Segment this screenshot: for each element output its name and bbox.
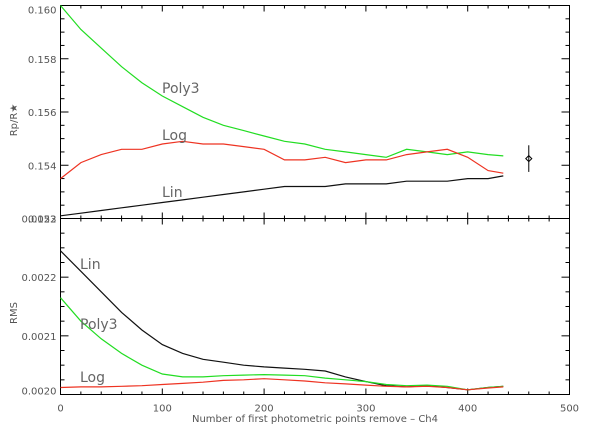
y-tick-label: 0.0023 — [22, 215, 57, 226]
y-axis-title-top: Rp/R★ — [9, 104, 20, 137]
y-tick-label: 0.0022 — [22, 273, 57, 284]
top-panel-series-labels: Poly3 Log Lin — [162, 81, 200, 201]
top-series-line-lin — [60, 175, 504, 217]
x-tick-label: 0 — [57, 404, 63, 415]
series-label-poly3: Poly3 — [162, 81, 200, 97]
bottom-panel-frame — [60, 218, 570, 395]
x-tick-label: 500 — [560, 404, 579, 415]
x-tick-label: 300 — [356, 404, 375, 415]
bottom-series-line-lin — [60, 250, 504, 391]
y-tick-label: 0.156 — [28, 108, 57, 119]
top-series-line-poly3 — [60, 5, 504, 158]
y-tick-label: 0.154 — [28, 161, 57, 172]
top-panel-ticks: 0.152 0.154 0.156 0.158 0.160 — [28, 5, 570, 226]
series-label-log: Log — [162, 128, 187, 144]
x-tick-label: 200 — [255, 404, 274, 415]
y-axis-title-bottom: RMS — [9, 302, 20, 324]
series-label-lin: Lin — [162, 185, 183, 201]
x-axis-title: Number of first photometric points remov… — [192, 414, 438, 425]
bottom-panel: 0 100 200 300 400 500 0.0020 0.0021 0.0022 0.0023… — [9, 215, 579, 426]
top-series-line-log — [60, 140, 504, 180]
y-tick-label: 0.0021 — [22, 332, 57, 343]
y-tick-label: 0.160 — [28, 6, 57, 17]
y-tick-label: 0.0020 — [22, 387, 57, 398]
y-tick-label: 0.152 — [28, 215, 57, 226]
bottom-panel-ticks: 0 100 200 300 400 500 0.0020 0.0021 0.0022 0.0023 — [22, 215, 580, 415]
bottom-series-line-poly3 — [60, 297, 504, 391]
x-tick-label: 100 — [153, 404, 172, 415]
bottom-panel-series — [60, 250, 504, 391]
top-panel-series — [60, 5, 504, 217]
reference-marker — [525, 154, 533, 163]
x-tick-label: 400 — [458, 404, 477, 415]
reference-point — [525, 145, 533, 172]
bottom-series-line-log — [60, 378, 504, 391]
series-label-lin-rms: Lin — [80, 257, 101, 273]
y-tick-label: 0.158 — [28, 55, 57, 66]
series-label-log-rms: Log — [80, 370, 105, 386]
series-label-poly3-rms: Poly3 — [80, 317, 118, 333]
bottom-panel-series-labels: Lin Poly3 Log — [80, 257, 118, 386]
